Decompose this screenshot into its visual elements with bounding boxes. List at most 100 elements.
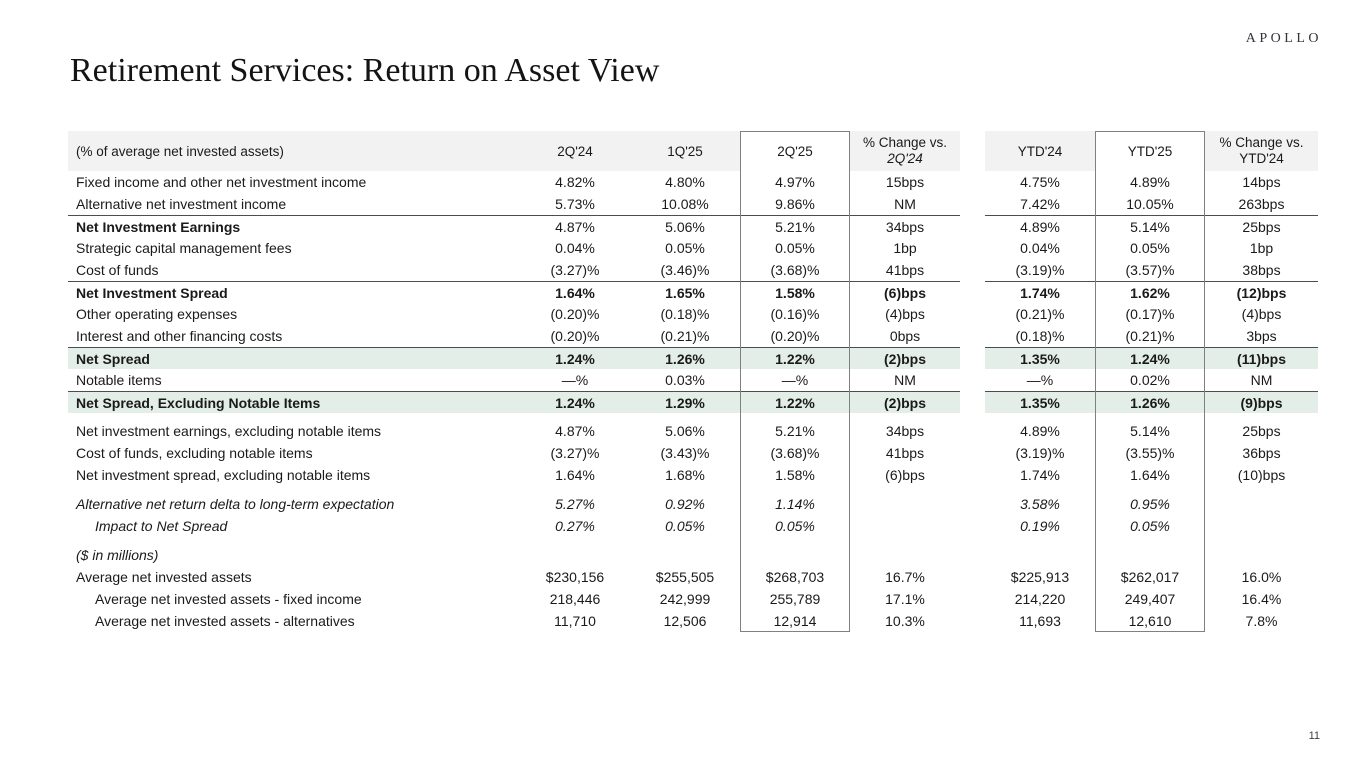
column-group-gap	[960, 515, 985, 537]
row-label: Average net invested assets - fixed inco…	[95, 591, 362, 607]
cell: 249,407	[1124, 591, 1176, 607]
cell: 9.86%	[775, 196, 815, 212]
cell: (0.21)%	[660, 328, 710, 344]
cell: 1.14%	[775, 496, 815, 512]
row-label: Notable items	[76, 372, 162, 388]
cell	[850, 544, 960, 566]
table-row: Interest and other financing costs (0.20)…	[68, 325, 1318, 347]
cell: 1.24%	[1095, 347, 1205, 369]
cell: 5.73%	[555, 196, 595, 212]
cell: 5.27%	[555, 496, 595, 512]
table-row: Average net invested assets - fixed inco…	[68, 588, 1318, 610]
cell: 0.27%	[555, 518, 595, 534]
cell: (4)bps	[1241, 306, 1282, 322]
cell: 0.95%	[1130, 496, 1170, 512]
cell: 1.68%	[665, 467, 705, 483]
column-group-gap	[960, 259, 985, 281]
column-header: 1Q'25	[630, 131, 740, 171]
row-label: ($ in millions)	[76, 547, 159, 563]
column-group-gap	[960, 544, 985, 566]
column-group-gap	[960, 420, 985, 442]
cell: (2)bps	[850, 347, 960, 369]
table-row: Net Spread, Excluding Notable Items 1.24%…	[68, 391, 1318, 413]
table-row: Cost of funds, excluding notable items (3…	[68, 442, 1318, 464]
cell: 1.22%	[740, 347, 850, 369]
cell: NM	[894, 372, 916, 388]
cell: 34bps	[850, 215, 960, 237]
table-row: Average net invested assets - alternativ…	[68, 610, 1318, 632]
cell: 214,220	[1014, 591, 1066, 607]
cell: 0.05%	[1130, 518, 1170, 534]
row-label: Alternative net return delta to long-ter…	[76, 496, 395, 512]
column-group-gap	[960, 193, 985, 215]
table-row: Other operating expenses (0.20)% (0.18)% (0…	[68, 303, 1318, 325]
cell: 242,999	[659, 591, 711, 607]
cell: 1.62%	[1095, 281, 1205, 303]
row-label: Net investment earnings, excluding notab…	[76, 423, 382, 439]
cell: 0.03%	[665, 372, 705, 388]
cell: 0.02%	[1130, 372, 1170, 388]
cell: 0.04%	[555, 240, 595, 256]
row-label: Average net invested assets	[76, 569, 252, 585]
cell: 10.05%	[1126, 196, 1174, 212]
cell: $255,505	[655, 569, 715, 585]
cell: 4.87%	[520, 215, 630, 237]
table-row: Net investment spread, excluding notable…	[68, 464, 1318, 486]
cell: 7.42%	[1020, 196, 1060, 212]
cell: 7.8%	[1245, 613, 1278, 629]
table-row: Net Spread 1.24% 1.26% 1.22% (2)bps 1.35% 1.24…	[68, 347, 1318, 369]
cell: (3.57)%	[1125, 262, 1175, 278]
row-spacer	[68, 486, 1318, 493]
cell: $230,156	[545, 569, 605, 585]
cell: 255,789	[769, 591, 821, 607]
column-header: % Change vs. 2Q'24	[850, 131, 960, 171]
cell: 1.64%	[520, 281, 630, 303]
cell: (0.21)%	[1015, 306, 1065, 322]
cell: 1.35%	[985, 347, 1095, 369]
row-label: Alternative net investment income	[76, 196, 287, 212]
page-number: 11	[1308, 730, 1320, 742]
cell: 10.3%	[885, 613, 925, 629]
cell: 5.14%	[1130, 423, 1170, 439]
table-row: ($ in millions)	[68, 544, 1318, 566]
row-label: Net Spread	[68, 347, 520, 369]
row-label: Cost of funds, excluding notable items	[76, 445, 313, 461]
cell: 1.26%	[630, 347, 740, 369]
column-group-gap	[960, 131, 985, 171]
cell: 1.24%	[520, 391, 630, 413]
cell: 38bps	[1242, 262, 1281, 278]
cell: 263bps	[1238, 196, 1285, 212]
cell: 1.74%	[985, 281, 1095, 303]
cell: (0.18)%	[660, 306, 710, 322]
cell: (3.43)%	[660, 445, 710, 461]
column-group-gap	[960, 369, 985, 391]
table-row: Net Investment Earnings 4.87% 5.06% 5.21% 34…	[68, 215, 1318, 237]
cell: 12,610	[1128, 613, 1172, 629]
cell: (3.27)%	[550, 445, 600, 461]
table-row: Alternative net investment income 5.73% 10…	[68, 193, 1318, 215]
cell: 11,710	[554, 613, 596, 629]
cell: 14bps	[1242, 174, 1281, 190]
table-row: Alternative net return delta to long-ter…	[68, 493, 1318, 515]
cell: 41bps	[885, 262, 925, 278]
cell	[630, 544, 740, 566]
row-label: Average net invested assets - alternativ…	[95, 613, 355, 629]
column-header: % Change vs. YTD'24	[1205, 131, 1318, 171]
cell: 5.21%	[740, 215, 850, 237]
cell: 36bps	[1242, 445, 1281, 461]
cell: 1.58%	[740, 281, 850, 303]
table-row: Notable items —% 0.03% —% NM —% 0.02% NM	[68, 369, 1318, 391]
cell: 4.87%	[555, 423, 595, 439]
cell: 4.97%	[775, 174, 815, 190]
row-label: Strategic capital management fees	[76, 240, 292, 256]
cell: 0.05%	[775, 518, 815, 534]
cell: 34bps	[885, 423, 925, 439]
column-group-gap	[960, 391, 985, 413]
cell: 0.92%	[665, 496, 705, 512]
cell: 5.14%	[1095, 215, 1205, 237]
cell: 16.7%	[885, 569, 925, 585]
cell: 4.75%	[1020, 174, 1060, 190]
cell: (4)bps	[885, 306, 925, 322]
cell: (6)bps	[885, 467, 925, 483]
cell	[1095, 544, 1205, 566]
